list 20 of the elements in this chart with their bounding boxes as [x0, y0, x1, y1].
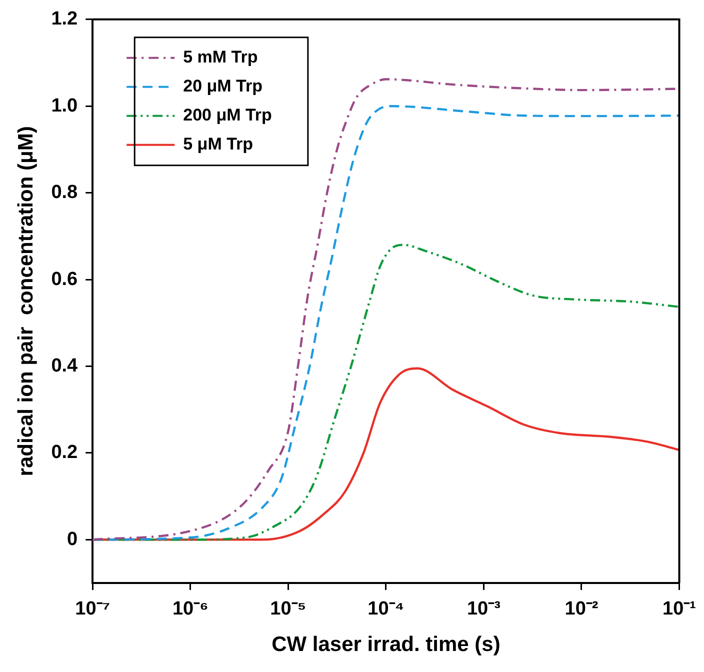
x-tick-label: 10⁻⁴: [368, 598, 404, 620]
x-tick-label: 10⁻⁶: [172, 598, 208, 620]
x-axis-title: CW laser irrad. time (s): [272, 633, 500, 656]
y-tick-label: 1.0: [51, 95, 78, 116]
y-tick-label: 0: [67, 528, 78, 550]
x-tick-label: 10⁻⁷: [75, 598, 110, 620]
legend-label: 5 μM Trp: [183, 134, 254, 154]
legend-label: 200 μM Trp: [183, 106, 272, 125]
y-tick-label: 0.8: [51, 182, 78, 204]
y-tick-label: 0.4: [51, 355, 78, 376]
y-axis-title: radical ion pair concentration (μM): [14, 126, 38, 476]
y-tick-label: 0.6: [51, 268, 78, 290]
x-tick-label: 10⁻¹: [662, 598, 696, 620]
legend-label: 20 μM Trp: [183, 76, 262, 96]
y-tick-label: 0.2: [51, 442, 78, 464]
y-tick-label: 1.2: [51, 8, 78, 30]
x-tick-label: 10⁻³: [466, 598, 500, 620]
x-tick-label: 10⁻⁵: [270, 598, 306, 620]
legend-label: 5 mM Trp: [183, 48, 258, 67]
x-tick-label: 10⁻²: [564, 598, 598, 620]
